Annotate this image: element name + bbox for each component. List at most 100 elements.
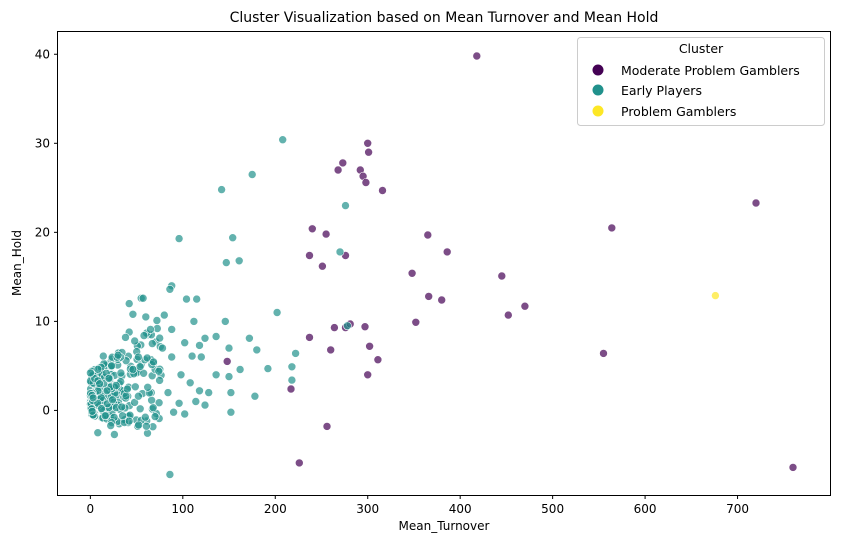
moderate-problem-gamblers-point [330, 323, 339, 332]
moderate-problem-gamblers-point [222, 357, 232, 366]
early-players-point [291, 349, 300, 358]
early-players-point [134, 391, 143, 401]
early-players-point [121, 333, 130, 342]
early-players-point [104, 374, 114, 383]
early-players-point [95, 379, 104, 389]
moderate-problem-gamblers-point [472, 51, 482, 61]
early-players-point [272, 308, 282, 317]
legend-label-early-players: Early Players [621, 83, 702, 98]
moderate-problem-gamblers-point [363, 139, 373, 148]
moderate-problem-gamblers-point [788, 463, 798, 472]
early-players-point [224, 343, 234, 353]
early-players-point [124, 299, 134, 308]
early-players-point [174, 234, 184, 243]
early-players-point [158, 343, 167, 353]
early-players-point [142, 421, 151, 431]
legend-marker-moderate-problem-gamblers [592, 64, 604, 76]
early-players-point [191, 397, 201, 406]
early-players-point [187, 351, 197, 361]
early-players-point [180, 338, 189, 348]
early-players-point [128, 365, 138, 374]
early-players-point [278, 135, 288, 144]
moderate-problem-gamblers-point [321, 229, 331, 239]
early-players-point [195, 386, 204, 396]
early-players-point [142, 353, 152, 363]
early-players-point [111, 381, 121, 390]
y-tick-label: 10 [35, 314, 50, 328]
x-tick-label: 200 [264, 502, 287, 516]
early-players-point [200, 400, 210, 410]
moderate-problem-gamblers-point [424, 292, 434, 301]
moderate-problem-gamblers-point [305, 333, 314, 342]
moderate-problem-gamblers-point [378, 186, 387, 195]
early-players-point [180, 409, 189, 419]
early-players-point [118, 411, 127, 421]
early-players-point [222, 258, 231, 267]
early-players-point [235, 365, 245, 374]
early-players-point [200, 333, 210, 343]
early-players-point [155, 376, 164, 385]
early-players-point [100, 411, 110, 421]
early-players-point [108, 395, 117, 405]
early-players-point [224, 372, 234, 381]
early-players-point [130, 398, 139, 407]
early-players-point [102, 386, 112, 396]
early-players-point [160, 310, 169, 320]
early-players-point [245, 333, 254, 343]
early-players-point [110, 430, 119, 439]
x-tick-label: 300 [356, 502, 379, 516]
early-players-point [121, 391, 131, 401]
x-tick-label: 400 [449, 502, 472, 516]
early-players-point [226, 388, 236, 397]
moderate-problem-gamblers-point [503, 310, 513, 320]
early-players-point [138, 293, 148, 303]
early-players-point [217, 185, 226, 194]
y-tick-label: 0 [42, 403, 50, 417]
early-players-point [165, 470, 175, 479]
early-players-point [113, 350, 123, 360]
early-players-point [234, 256, 244, 266]
early-players-point [343, 321, 352, 331]
early-players-point [167, 352, 176, 362]
early-players-point [287, 362, 297, 372]
x-tick-label: 0 [87, 502, 95, 516]
moderate-problem-gamblers-point [607, 223, 617, 233]
early-players-point [252, 345, 262, 355]
early-players-point [99, 351, 108, 361]
legend-marker-early-players [592, 84, 604, 96]
early-players-point [117, 402, 127, 412]
early-players-point [135, 362, 145, 372]
early-players-point [106, 421, 115, 430]
early-players-point [107, 361, 116, 371]
early-players-point [141, 412, 150, 422]
early-players-point [143, 382, 152, 392]
early-players-point [123, 384, 132, 394]
early-players-point [97, 404, 106, 413]
early-players-point [250, 391, 260, 401]
early-players-point [141, 312, 151, 322]
legend-label-moderate-problem-gamblers: Moderate Problem Gamblers [621, 63, 800, 78]
y-tick-label: 20 [35, 225, 50, 239]
early-players-point [139, 331, 149, 340]
early-players-point [146, 325, 155, 334]
moderate-problem-gamblers-point [305, 251, 314, 260]
moderate-problem-gamblers-point [423, 230, 433, 240]
moderate-problem-gamblers-point [294, 458, 304, 468]
early-players-point [134, 420, 143, 430]
early-players-point [134, 352, 143, 362]
early-players-point [197, 352, 206, 362]
early-players-point [221, 317, 230, 326]
legend-box [577, 37, 825, 126]
y-axis-ticks: 0 10 20 30 40 [35, 47, 58, 417]
moderate-problem-gamblers-point [361, 178, 371, 187]
legend-marker-problem-gamblers [592, 105, 604, 117]
y-axis-label: Mean_Hold [10, 230, 24, 296]
early-players-point [154, 366, 164, 376]
early-players-point [169, 407, 178, 417]
moderate-problem-gamblers-point [326, 345, 336, 355]
early-players-point [148, 339, 157, 348]
moderate-problem-gamblers-point [307, 224, 317, 234]
early-players-point [247, 170, 257, 179]
x-tick-label: 600 [634, 502, 657, 516]
early-players-point [124, 416, 134, 426]
